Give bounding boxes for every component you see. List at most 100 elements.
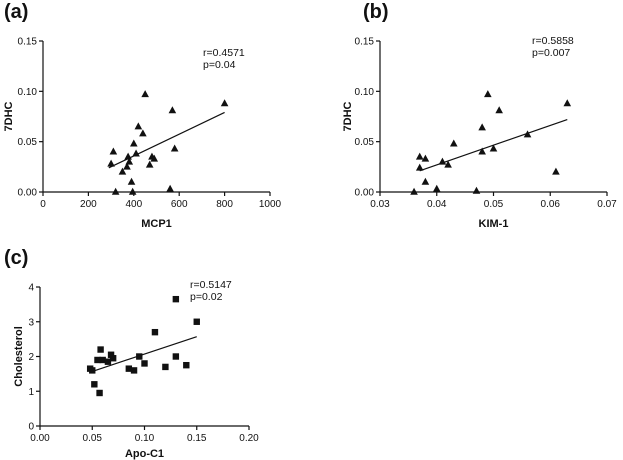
data-point-triangle <box>484 90 492 98</box>
data-point-triangle <box>438 157 447 165</box>
correlation-r-label: r=0.4571 <box>203 47 245 59</box>
data-point-triangle <box>145 160 154 168</box>
data-point-triangle <box>128 187 137 195</box>
p-value-label: p=0.007 <box>532 47 570 59</box>
y-tick-label: 0.00 <box>355 188 375 199</box>
data-point-square <box>172 353 180 360</box>
correlation-r-label: r=0.5147 <box>190 279 232 291</box>
x-tick-label: 0.05 <box>83 433 103 444</box>
x-tick-label: 0.04 <box>427 199 447 210</box>
x-tick-label: 0.05 <box>484 199 504 210</box>
data-point-triangle <box>563 99 572 107</box>
y-tick-label: 0.05 <box>18 137 38 148</box>
x-axis-title: KIM-1 <box>479 218 509 230</box>
panel-label: (c) <box>4 247 28 269</box>
data-point-triangle <box>489 144 498 152</box>
x-axis-title: Apo-C1 <box>125 448 164 460</box>
data-point-triangle <box>107 159 115 167</box>
y-axis-title: 7DHC <box>3 101 15 131</box>
data-point-square <box>125 365 133 372</box>
y-tick-label: 0.10 <box>18 87 38 98</box>
data-point-square <box>130 367 138 374</box>
panel-b: (b) 0.03 0.04 0.05 0.06 0.07 0.00 0.05 0.10 0.15 K… <box>342 1 617 230</box>
x-tick-label: 0.00 <box>30 433 50 444</box>
data-point-square <box>172 295 180 303</box>
data-point-square <box>193 318 200 325</box>
x-tick-label: 0.20 <box>239 433 259 444</box>
y-tick-label: 0.10 <box>355 87 375 98</box>
regression-line <box>89 336 197 373</box>
y-tick-label: 0.00 <box>18 188 38 199</box>
panel-a: (a) 0 200 400 600 800 1000 0.00 0.05 0.10 0.15 MCP1… <box>3 1 282 230</box>
data-point-triangle <box>478 123 486 131</box>
y-tick-label: 3 <box>28 317 34 328</box>
data-point-triangle <box>495 106 503 114</box>
data-point-triangle <box>220 99 229 107</box>
data-point-triangle <box>124 152 132 160</box>
data-point-square <box>183 361 190 369</box>
y-tick-label: 4 <box>28 283 34 294</box>
data-point-triangle <box>552 167 560 175</box>
y-tick-label: 0.15 <box>18 37 38 48</box>
x-tick-label: 0.10 <box>135 433 155 444</box>
data-point-triangle <box>109 147 118 155</box>
data-point-square <box>104 358 112 365</box>
data-point-triangle <box>130 139 138 147</box>
x-tick-label: 0.06 <box>541 199 561 210</box>
y-tick-label: 0 <box>28 422 34 433</box>
data-point-triangle <box>170 144 179 152</box>
data-point-triangle <box>478 147 486 155</box>
data-point-triangle <box>168 106 177 114</box>
x-tick-label: 0.03 <box>370 199 390 210</box>
data-point-square <box>109 355 117 362</box>
y-tick-label: 1 <box>28 387 34 398</box>
data-point-square <box>91 381 98 388</box>
data-point-triangle <box>444 160 452 168</box>
x-axis-title: MCP1 <box>141 218 172 230</box>
data-point-triangle <box>415 163 424 171</box>
data-point-triangle <box>118 167 127 175</box>
x-tick-label: 1000 <box>259 199 282 210</box>
p-value-label: p=0.04 <box>203 59 236 71</box>
data-point-triangle <box>132 149 140 157</box>
data-point-square <box>162 363 169 371</box>
p-value-label: p=0.02 <box>190 291 223 303</box>
data-point-triangle <box>150 154 159 162</box>
data-point-square <box>99 356 106 364</box>
data-point-square <box>151 328 159 336</box>
y-tick-label: 2 <box>28 352 34 363</box>
data-point-triangle <box>472 186 481 194</box>
data-point-square <box>94 356 101 364</box>
panel-c: (c) 0.00 0.05 0.10 0.15 0.20 0 1 2 3 4 Apo-C1 Choles… <box>4 247 259 460</box>
panel-label: (a) <box>4 1 28 23</box>
y-axis-title: Cholesterol <box>13 326 25 387</box>
x-tick-label: 0 <box>40 199 46 210</box>
data-point-square <box>89 367 96 374</box>
data-point-triangle <box>421 154 430 162</box>
data-point-triangle <box>141 90 149 98</box>
x-tick-label: 400 <box>125 199 142 210</box>
data-point-triangle <box>111 187 120 195</box>
data-point-triangle <box>125 157 134 165</box>
data-point-triangle <box>523 130 532 138</box>
x-tick-label: 800 <box>216 199 233 210</box>
correlation-r-label: r=0.5858 <box>532 35 574 47</box>
data-point-triangle <box>410 187 418 195</box>
data-point-triangle <box>166 184 174 192</box>
y-axis-title: 7DHC <box>342 101 354 131</box>
panel-label: (b) <box>363 1 389 23</box>
data-point-square <box>96 389 103 397</box>
data-point-square <box>107 351 115 358</box>
data-point-triangle <box>134 122 143 130</box>
data-point-triangle <box>415 152 424 160</box>
data-point-triangle <box>127 177 136 185</box>
x-tick-label: 200 <box>80 199 97 210</box>
x-tick-label: 0.07 <box>597 199 617 210</box>
data-point-triangle <box>139 129 147 137</box>
data-point-square <box>97 346 104 353</box>
data-point-triangle <box>421 177 430 185</box>
x-tick-label: 600 <box>171 199 188 210</box>
data-point-square <box>141 360 148 367</box>
data-point-square <box>136 353 143 360</box>
